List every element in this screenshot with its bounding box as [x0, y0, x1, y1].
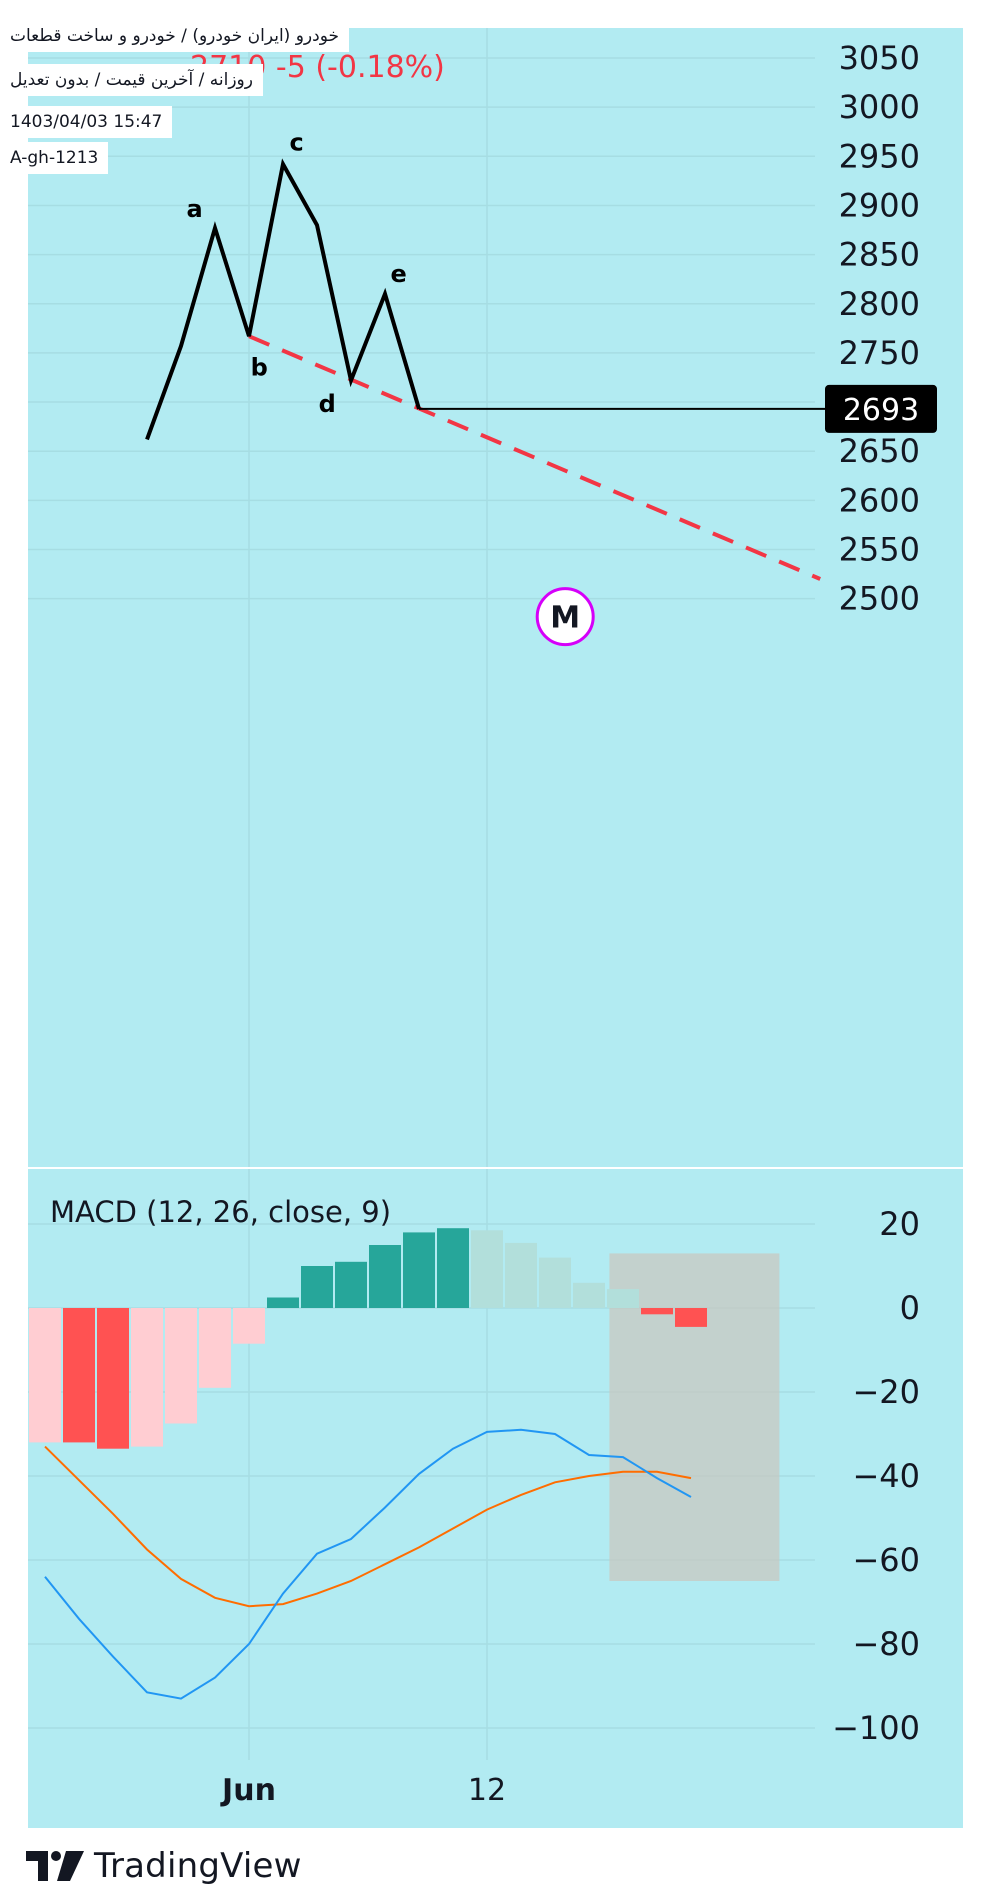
- macd-histogram[interactable]: [29, 1228, 707, 1449]
- macd-axis[interactable]: 20 0 −20 −40 −60 −80 −100: [832, 1205, 920, 1747]
- price-tick-label: 3000: [839, 88, 920, 126]
- macd-title: MACD (12, 26, close, 9): [50, 1195, 391, 1229]
- wave-label-d: d: [319, 390, 336, 418]
- tradingview-logo[interactable]: TradingView: [26, 1846, 302, 1886]
- macd-tick-label: −60: [852, 1541, 920, 1579]
- price-tick-label: 2800: [839, 285, 920, 323]
- price-tick-label: 3050: [839, 39, 920, 77]
- price-tick-label: 2850: [839, 236, 920, 274]
- histogram-bar[interactable]: [267, 1297, 299, 1309]
- price-tick-label: 2750: [839, 334, 920, 372]
- price-tick-label: 2500: [839, 580, 920, 618]
- histogram-bar[interactable]: [131, 1308, 163, 1447]
- histogram-bar[interactable]: [233, 1308, 265, 1344]
- tradingview-logo-icon: [26, 1851, 84, 1881]
- histogram-bar[interactable]: [369, 1245, 401, 1308]
- macd-tick-label: −40: [852, 1457, 920, 1495]
- macd-tick-label: 20: [879, 1205, 920, 1243]
- price-tick-label: 2550: [839, 531, 920, 569]
- wave-labels: a b c d e: [186, 128, 406, 417]
- macd-pane[interactable]: MACD (12, 26, close, 9): [29, 1195, 780, 1700]
- m-marker-icon[interactable]: M: [535, 587, 595, 647]
- wave-label-b: b: [251, 354, 268, 382]
- histogram-bar[interactable]: [539, 1257, 571, 1308]
- histogram-bar[interactable]: [199, 1308, 231, 1388]
- price-tick-label: 2650: [839, 432, 920, 470]
- macd-tick-label: −20: [852, 1373, 920, 1411]
- wave-label-c: c: [289, 128, 303, 156]
- time-axis[interactable]: Jun 12: [220, 1773, 506, 1808]
- chart-author: A-gh-1213: [0, 142, 109, 174]
- chart-background: [28, 28, 963, 1828]
- time-tick-label: Jun: [220, 1773, 276, 1808]
- macd-tick-label: −80: [852, 1625, 920, 1663]
- histogram-bar[interactable]: [29, 1308, 61, 1443]
- histogram-bar[interactable]: [573, 1282, 605, 1308]
- price-tick-label: 2900: [839, 186, 920, 224]
- histogram-bar[interactable]: [97, 1308, 129, 1449]
- price-pane[interactable]: a b c d e 2693 M: [145, 128, 937, 647]
- last-price-badge: 2693: [825, 384, 937, 433]
- wave-path-line[interactable]: [145, 158, 421, 441]
- histogram-bar[interactable]: [471, 1230, 503, 1308]
- wave-label-a: a: [186, 195, 202, 223]
- tradingview-logo-text: TradingView: [94, 1846, 302, 1886]
- signal-line[interactable]: [44, 1445, 692, 1608]
- macd-tick-label: −100: [832, 1709, 920, 1747]
- histogram-bar[interactable]: [165, 1308, 197, 1424]
- last-price-label: 2693: [843, 393, 919, 428]
- symbol-title[interactable]: خودرو (ایران خودرو) / خودرو و ساخت قطعات: [0, 20, 349, 52]
- histogram-bar[interactable]: [437, 1228, 469, 1308]
- chart-datetime: 1403/04/03 15:47: [0, 106, 173, 138]
- histogram-bar[interactable]: [675, 1308, 707, 1327]
- m-marker-label: M: [550, 601, 580, 636]
- histogram-bar[interactable]: [335, 1261, 367, 1308]
- histogram-bar[interactable]: [63, 1308, 95, 1443]
- trend-line[interactable]: [248, 334, 821, 581]
- macd-line[interactable]: [44, 1428, 692, 1700]
- histogram-bar[interactable]: [641, 1308, 673, 1315]
- histogram-bar[interactable]: [301, 1266, 333, 1308]
- price-tick-label: 2950: [839, 137, 920, 175]
- chart-subtitle: روزانه / آخرین قیمت / بدون تعدیل: [0, 64, 263, 96]
- macd-tick-label: 0: [900, 1289, 920, 1327]
- time-tick-label: 12: [468, 1773, 506, 1808]
- histogram-bar[interactable]: [505, 1242, 537, 1308]
- histogram-bar[interactable]: [403, 1232, 435, 1308]
- wave-label-e: e: [390, 260, 406, 288]
- price-tick-label: 2600: [839, 481, 920, 519]
- histogram-bar[interactable]: [607, 1289, 639, 1308]
